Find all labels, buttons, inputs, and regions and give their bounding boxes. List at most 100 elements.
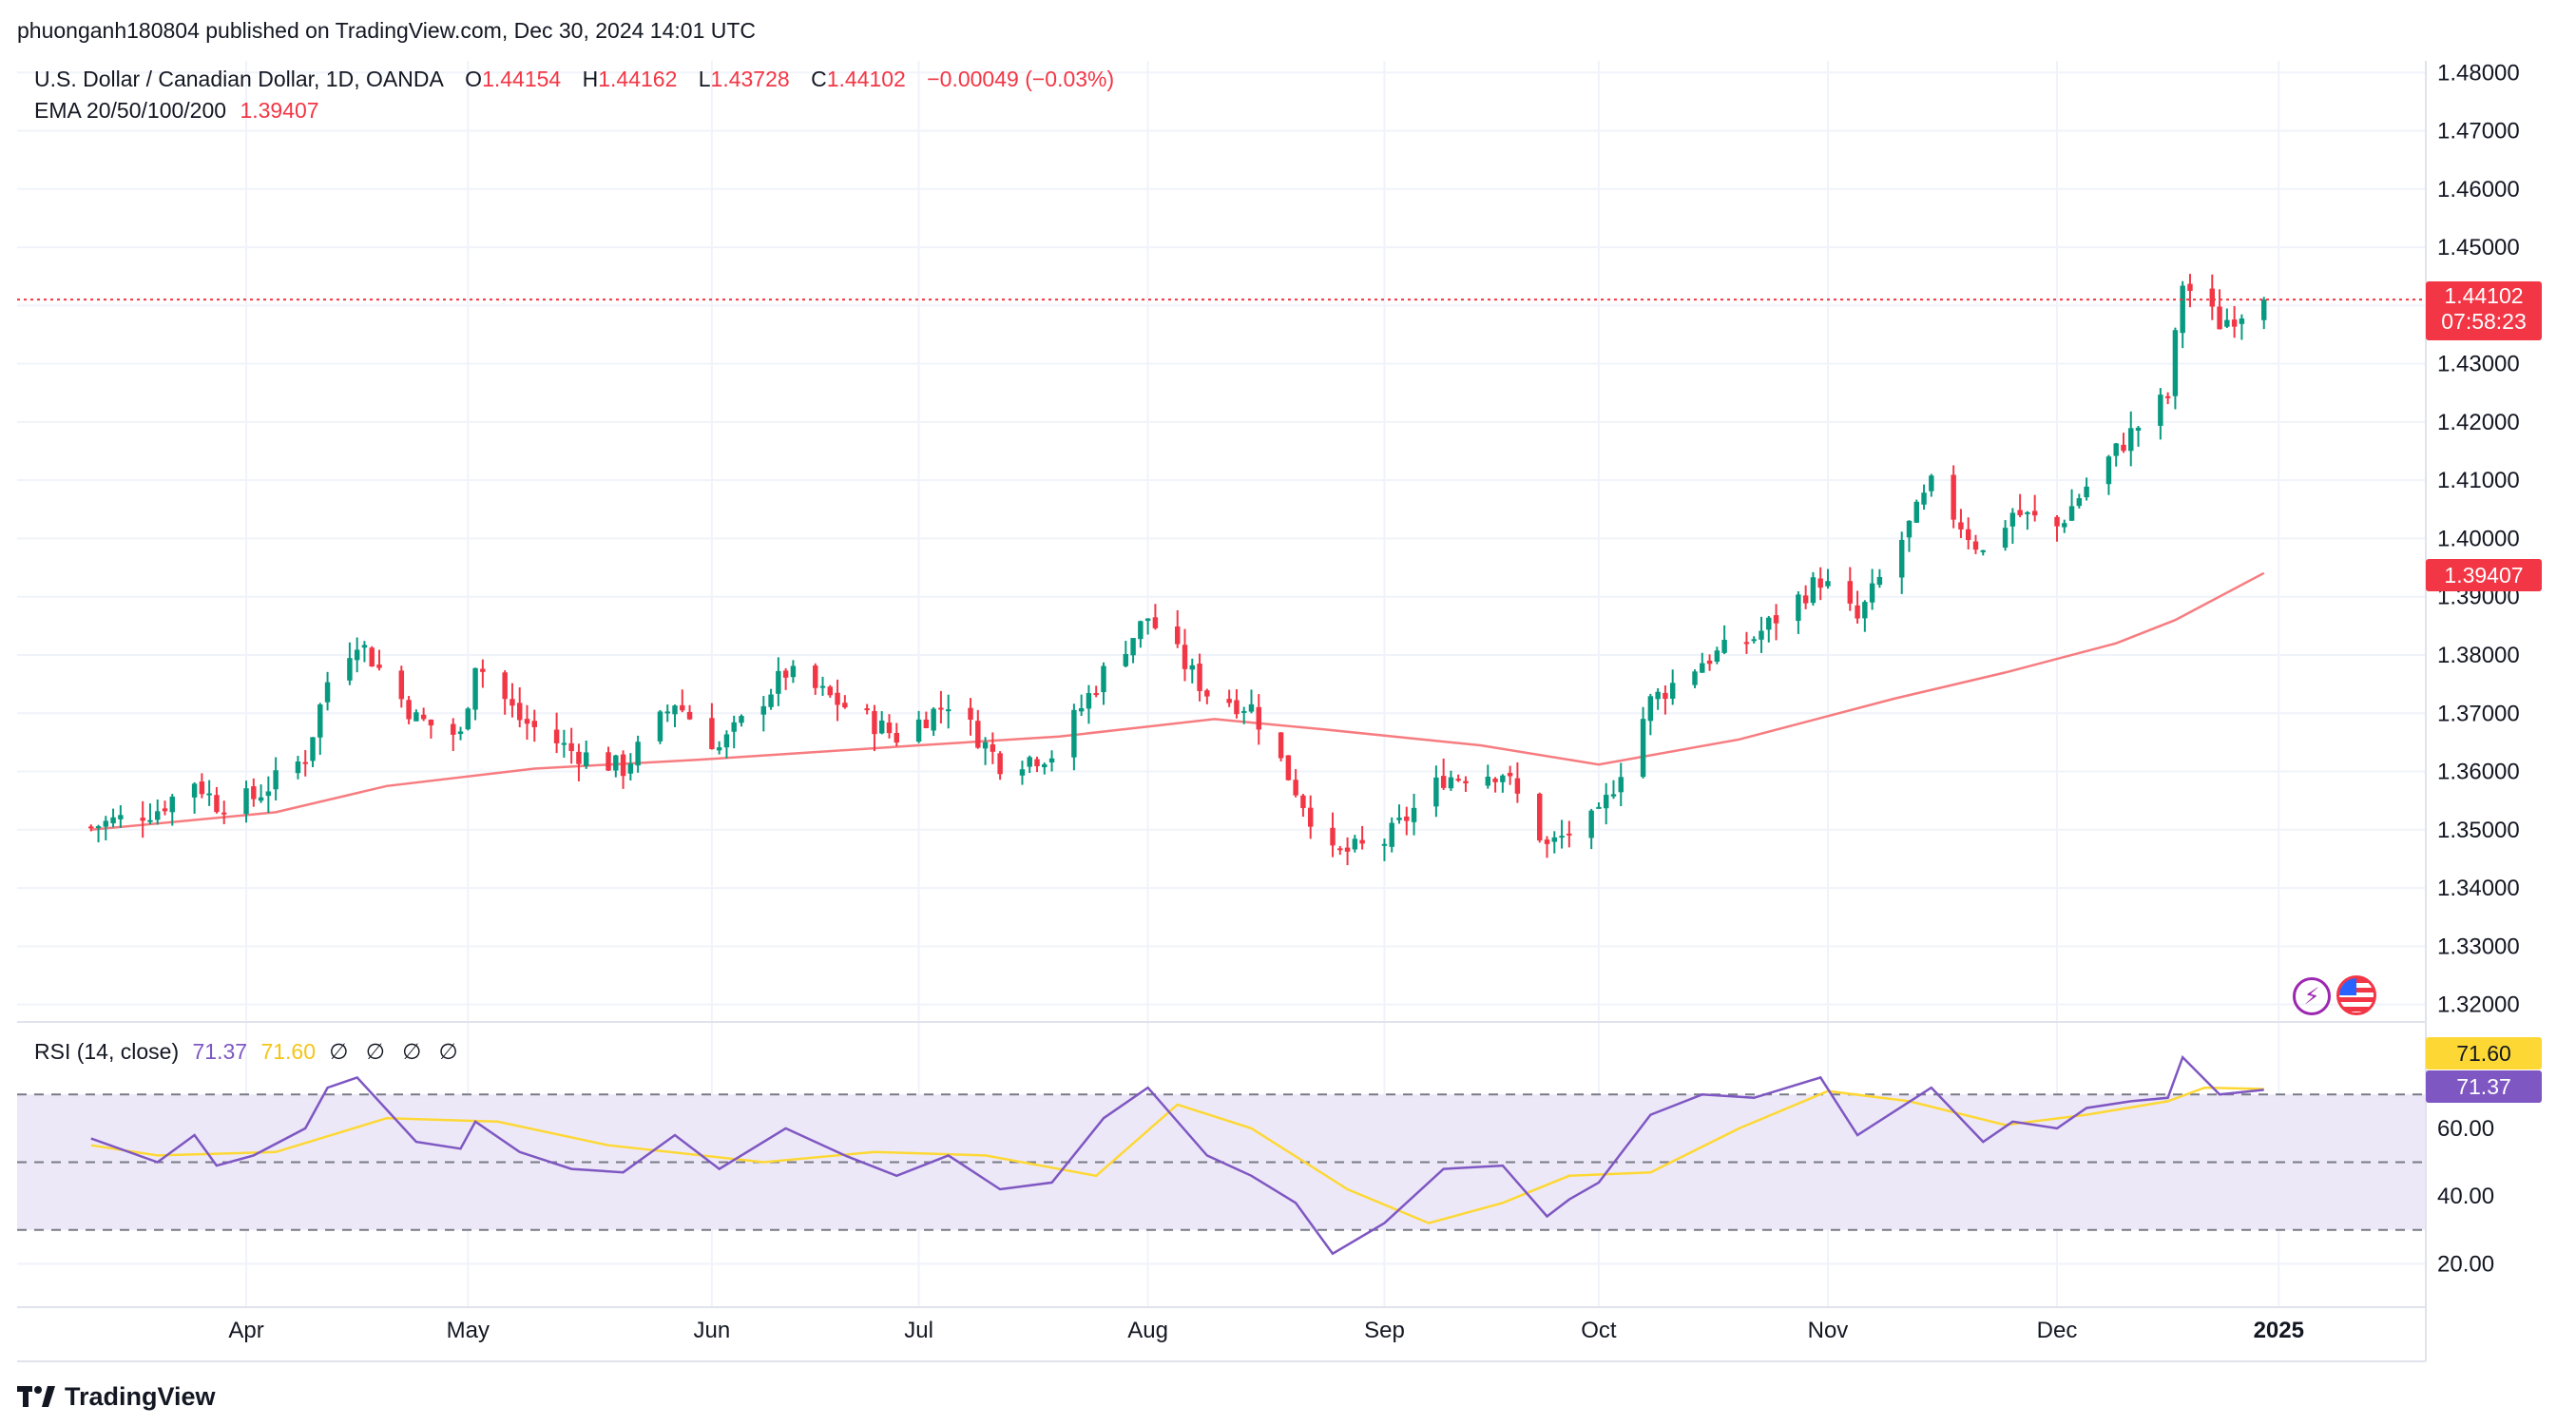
candle-body — [1396, 818, 1402, 820]
low-label: L — [698, 67, 711, 91]
published-header: phuonganh180804 published on TradingView… — [17, 18, 757, 43]
candle-body — [2135, 427, 2142, 432]
candle-body — [1514, 778, 1521, 794]
candle-body — [480, 668, 486, 672]
candle-body — [620, 754, 626, 777]
candle-body — [2121, 444, 2126, 452]
candle-body — [1847, 581, 1854, 604]
ema-legend: EMA 20/50/100/200 1.39407 — [34, 98, 327, 124]
candle-body — [258, 797, 264, 801]
candle-body — [1048, 758, 1055, 763]
candle-body — [990, 743, 996, 752]
candle-body — [398, 670, 405, 700]
candle-body — [502, 672, 508, 700]
candle-body — [553, 729, 560, 743]
candle-body — [1411, 807, 1417, 822]
candle-body — [931, 708, 936, 731]
candle-body — [95, 826, 102, 829]
ema-200-line — [90, 571, 2265, 832]
us-flag-event-icon[interactable] — [2336, 975, 2376, 1015]
candle-body — [354, 649, 360, 661]
candle-body — [1721, 640, 1727, 653]
candle-body — [968, 707, 973, 721]
rsi-extra-values: ∅ ∅ ∅ ∅ — [329, 1039, 464, 1064]
candle-body — [2054, 516, 2060, 527]
rsi-ma-line — [90, 1086, 2264, 1224]
candle-body — [1692, 671, 1698, 685]
candle-body — [2239, 318, 2245, 324]
countdown-value: 07:58:23 — [2441, 309, 2527, 334]
rsi-label[interactable]: RSI (14, close) — [34, 1039, 180, 1064]
candle-body — [509, 699, 515, 706]
candle-body — [1669, 683, 1676, 699]
candle-body — [2217, 306, 2222, 330]
candle-body — [1743, 642, 1750, 645]
candle-body — [1485, 776, 1491, 786]
candle-body — [1256, 706, 1261, 730]
price-tick-label: 1.45000 — [2437, 235, 2520, 260]
candle-body — [347, 658, 353, 681]
high-value: 1.44162 — [598, 67, 678, 91]
candle-body — [88, 826, 94, 829]
candle-body — [1130, 638, 1136, 656]
candle-body — [561, 742, 567, 745]
time-tick-label: Apr — [228, 1318, 263, 1343]
close-value: 1.44102 — [826, 67, 906, 91]
candle-body — [1307, 807, 1314, 827]
ema-label[interactable]: EMA 20/50/100/200 — [34, 98, 227, 123]
candle-body — [1204, 690, 1210, 697]
price-tick-label: 1.40000 — [2437, 526, 2520, 551]
candle-body — [1855, 605, 1860, 619]
tradingview-logo[interactable]: TradingView — [17, 1376, 216, 1417]
candle-body — [1610, 794, 1617, 797]
candle-body — [1559, 836, 1565, 838]
candle-body — [251, 786, 257, 800]
candle-body — [465, 708, 471, 730]
candle-body — [2158, 395, 2163, 426]
candle-body — [945, 709, 952, 712]
candle-body — [1234, 700, 1240, 715]
candle-body — [613, 755, 619, 771]
candle-body — [1278, 732, 1284, 759]
candle-body — [1404, 816, 1410, 821]
time-tick-label: Jul — [904, 1318, 933, 1343]
candle-body — [457, 731, 464, 735]
candle-body — [1551, 837, 1558, 842]
candle-body — [1618, 777, 1624, 793]
candle-body — [1189, 665, 1196, 670]
candle-body — [1913, 501, 1919, 523]
candle-body — [1448, 777, 1454, 789]
candle-body — [739, 716, 744, 723]
candle-body — [1544, 839, 1550, 844]
candle-body — [1034, 759, 1040, 767]
time-tick-label: Jun — [694, 1318, 731, 1343]
candle-body — [975, 721, 981, 748]
price-tick-label: 1.32000 — [2437, 992, 2520, 1018]
candle-body — [1182, 645, 1188, 669]
symbol-name[interactable]: U.S. Dollar / Canadian Dollar, 1D, OANDA — [34, 67, 444, 91]
rsi-tag: 71.37 — [2426, 1070, 2542, 1103]
lightning-event-icon[interactable]: ⚡ — [2293, 977, 2331, 1015]
candle-body — [191, 783, 198, 798]
candle-body — [1138, 621, 1144, 640]
candle-body — [2209, 288, 2216, 307]
candle-body — [472, 667, 478, 710]
candle-layer — [88, 274, 2267, 866]
candle-body — [664, 711, 670, 714]
candle-body — [886, 723, 893, 734]
candle-body — [1773, 615, 1779, 624]
candle-body — [118, 815, 124, 819]
time-tick-label: Oct — [1581, 1318, 1617, 1343]
candle-body — [2031, 511, 2038, 516]
candle-body — [864, 708, 870, 711]
candle-body — [982, 742, 989, 749]
candle-body — [923, 719, 930, 729]
candle-body — [1972, 541, 1979, 550]
candle-body — [657, 711, 663, 742]
candle-body — [723, 734, 730, 748]
candle-body — [1921, 492, 1927, 505]
candle-body — [1929, 475, 1934, 491]
candle-body — [1078, 707, 1085, 712]
candle-body — [1714, 650, 1721, 662]
